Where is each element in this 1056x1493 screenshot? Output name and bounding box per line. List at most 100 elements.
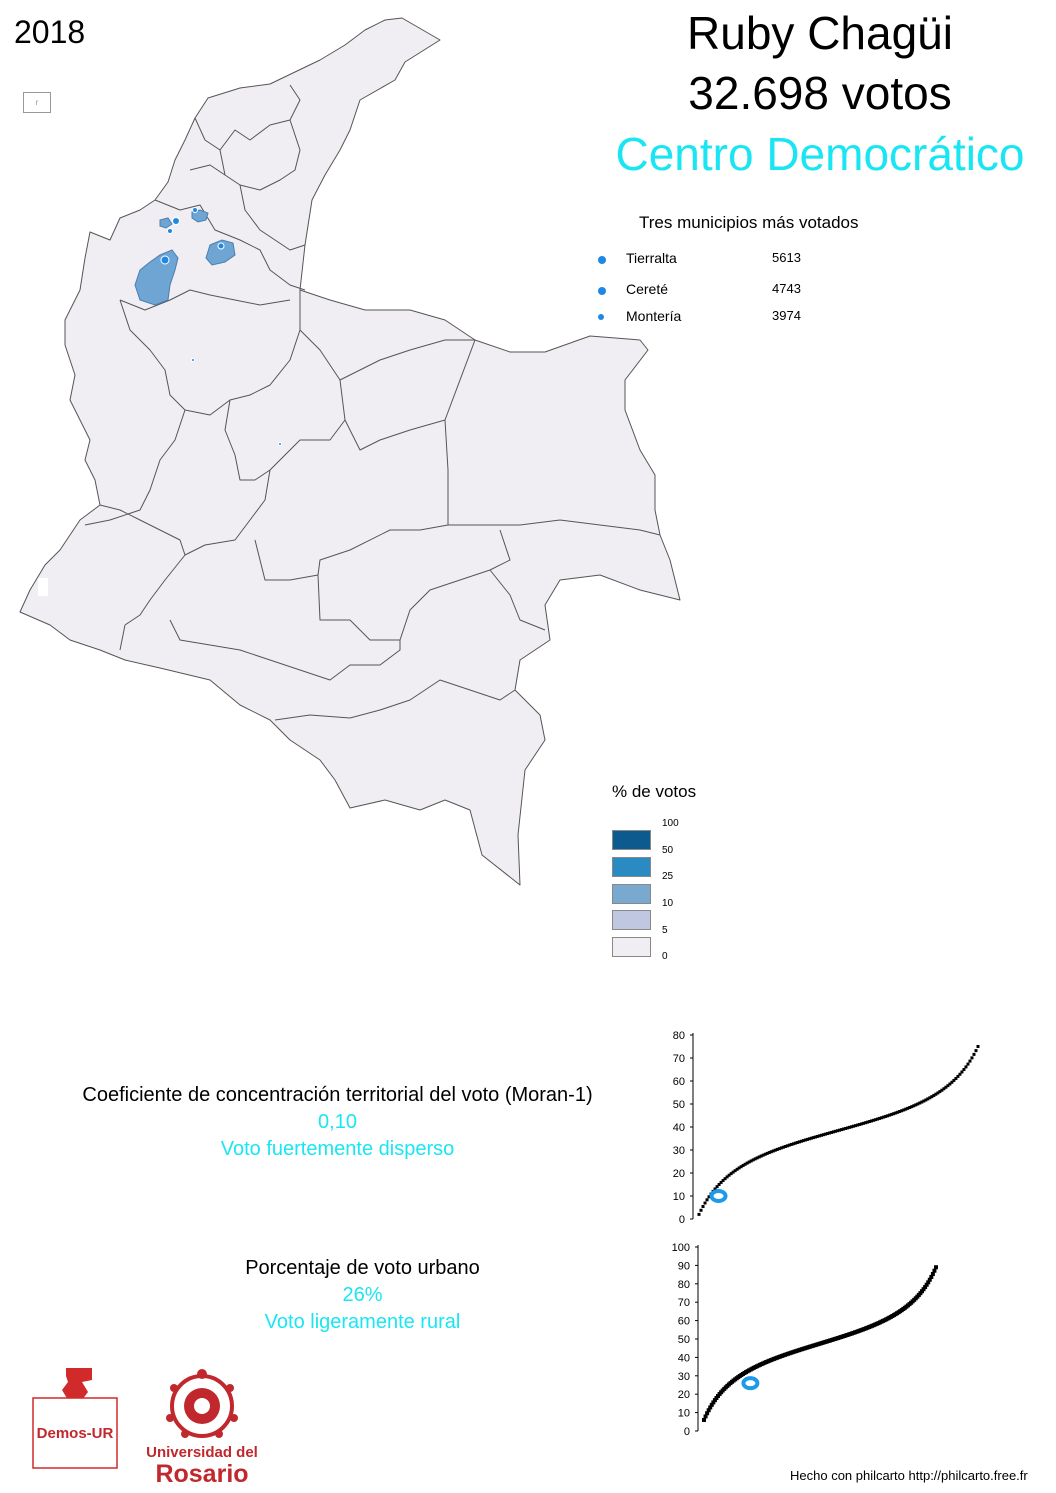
distribution-point: [932, 1093, 936, 1097]
distribution-point: [749, 1159, 753, 1163]
distribution-point: [856, 1123, 860, 1127]
small-area: [159, 217, 173, 229]
distribution-point: [854, 1124, 858, 1128]
distribution-point: [944, 1085, 948, 1089]
legend-swatch-10-25: [612, 884, 651, 904]
dot-small-1: [192, 207, 198, 213]
distribution-point: [926, 1097, 930, 1101]
distribution-point: [872, 1118, 876, 1122]
distribution-point: [940, 1088, 944, 1092]
distribution-point: [850, 1125, 854, 1129]
distribution-point: [948, 1082, 952, 1086]
distribution-point: [771, 1149, 775, 1153]
distribution-point: [825, 1132, 829, 1136]
distribution-point: [882, 1115, 886, 1119]
y-tick-label: 20: [673, 1168, 685, 1180]
candidate-highlight-marker: [741, 1376, 760, 1391]
distribution-point: [860, 1122, 864, 1126]
distribution-point: [848, 1125, 852, 1129]
dot-icon: [598, 256, 606, 264]
y-tick-label: 30: [673, 1145, 685, 1157]
distribution-point: [972, 1052, 976, 1056]
urban-block: Porcentaje de voto urbano 26% Voto liger…: [165, 1255, 560, 1336]
distribution-point: [715, 1185, 719, 1189]
distribution-point: [739, 1165, 743, 1169]
distribution-point: [823, 1132, 827, 1136]
legend-swatch-5-10: [612, 910, 651, 930]
demos-logo-text: Demos-UR: [37, 1425, 114, 1442]
distribution-point: [787, 1143, 791, 1147]
distribution-point: [747, 1160, 751, 1164]
legend-label: 100: [662, 818, 679, 829]
distribution-point: [934, 1265, 938, 1270]
legend-swatch-25-50: [612, 857, 651, 877]
distribution-point: [717, 1182, 721, 1186]
demos-ur-logo: Demos-UR: [32, 1368, 118, 1469]
y-tick-label: 70: [678, 1297, 690, 1309]
distribution-point: [705, 1198, 709, 1202]
distribution-point: [817, 1134, 821, 1138]
distribution-point: [840, 1128, 844, 1132]
y-tick-label: 40: [678, 1352, 690, 1364]
moran-description: Voto fuertemente disperso: [220, 1138, 455, 1160]
y-tick-label: 0: [684, 1426, 690, 1438]
distribution-point: [930, 1271, 935, 1276]
dot-icon: [598, 314, 604, 320]
y-tick-label: 20: [678, 1389, 690, 1401]
distribution-point: [960, 1070, 964, 1074]
distribution-point: [699, 1208, 703, 1212]
y-tick-label: 30: [678, 1371, 690, 1383]
distribution-point: [697, 1212, 701, 1216]
distribution-point: [902, 1108, 906, 1112]
distribution-point: [753, 1157, 757, 1161]
distribution-point: [714, 1395, 719, 1400]
legend-label: 25: [662, 871, 674, 882]
y-tick-label: 80: [678, 1279, 690, 1291]
distribution-point: [858, 1122, 862, 1126]
distribution-point: [713, 1187, 717, 1191]
distribution-point: [938, 1090, 942, 1094]
municipality-name: Montería: [626, 308, 682, 324]
vote-total: 32.698 votos: [688, 67, 952, 119]
top-municipalities-title: Tres municipios más votados: [639, 213, 859, 232]
moran-distribution-chart: 0 10 20 30 40 50 60 70 80: [673, 1030, 980, 1226]
distribution-point: [898, 1109, 902, 1113]
distribution-point: [751, 1158, 755, 1162]
map-outline: [19, 17, 681, 886]
distribution-point: [934, 1092, 938, 1096]
dot-small-4: [278, 442, 282, 446]
distribution-point: [767, 1151, 771, 1155]
distribution-point: [844, 1126, 848, 1130]
distribution-point: [797, 1140, 801, 1144]
distribution-point: [733, 1169, 737, 1173]
distribution-point: [922, 1099, 926, 1103]
distribution-point: [958, 1072, 962, 1076]
distribution-point: [763, 1152, 767, 1156]
distribution-point: [723, 1177, 727, 1181]
distribution-point: [815, 1134, 819, 1138]
distribution-point: [962, 1068, 966, 1072]
distribution-point: [743, 1162, 747, 1166]
distribution-point: [783, 1145, 787, 1149]
distribution-point: [727, 1173, 731, 1177]
distribution-point: [731, 1170, 735, 1174]
distribution-point: [801, 1139, 805, 1143]
y-tick-label: 90: [678, 1260, 690, 1272]
distribution-point: [703, 1414, 708, 1419]
municipality-name: Cereté: [626, 281, 669, 297]
y-tick-label: 70: [673, 1053, 685, 1065]
distribution-point: [862, 1121, 866, 1125]
y-tick-label: 0: [679, 1214, 685, 1226]
distribution-point: [708, 1405, 713, 1410]
distribution-point: [916, 1102, 920, 1106]
distribution-point: [793, 1141, 797, 1145]
distribution-point: [829, 1130, 833, 1134]
legend-swatch-0-5: [612, 937, 651, 957]
distribution-point: [970, 1056, 974, 1060]
distribution-point: [705, 1411, 710, 1416]
white-patch: [38, 578, 48, 596]
distribution-point: [868, 1120, 872, 1124]
distribution-point: [781, 1145, 785, 1149]
distribution-point: [842, 1127, 846, 1131]
colombia-map: [19, 17, 681, 886]
